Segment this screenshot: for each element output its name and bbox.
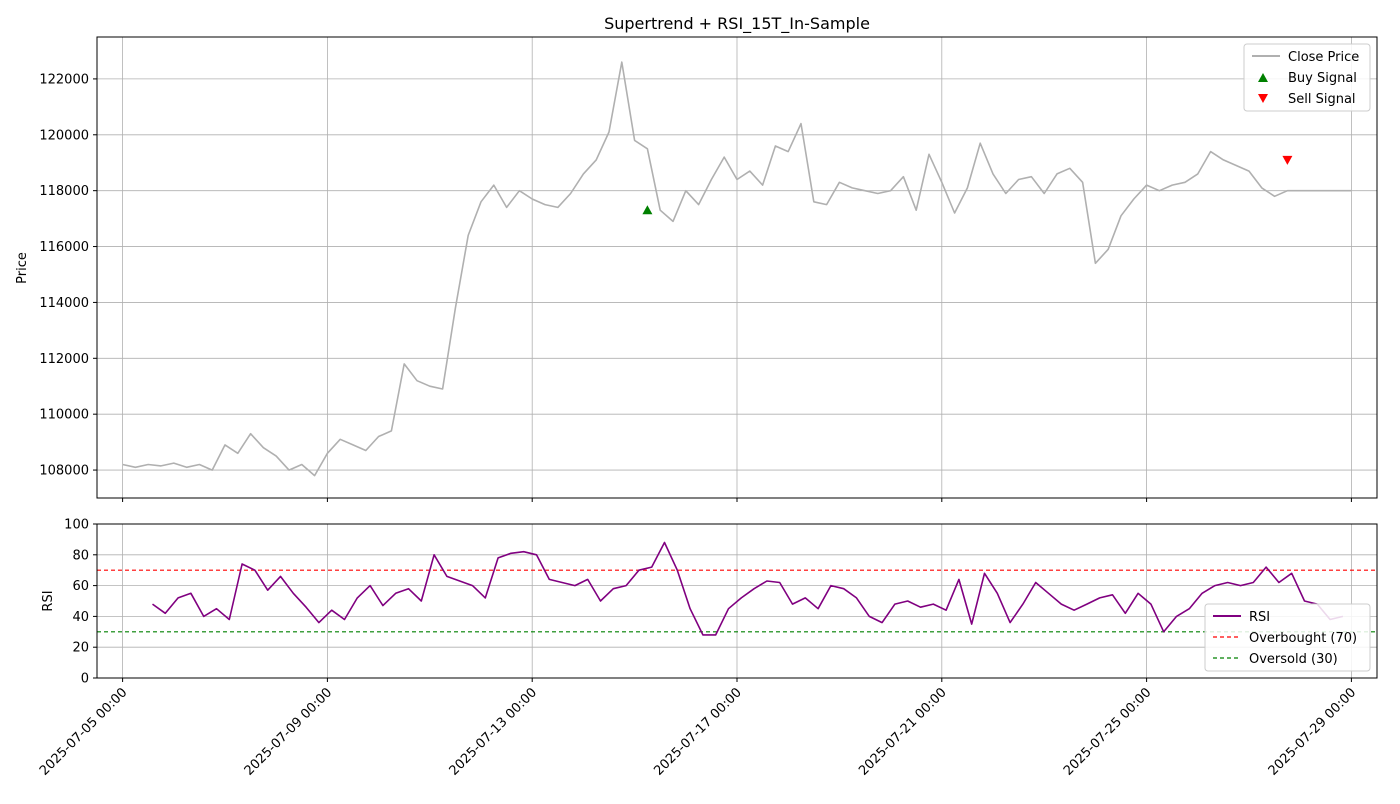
price-ytick-label: 112000 — [39, 352, 89, 367]
legend-overbought-label: Overbought (70) — [1249, 631, 1357, 646]
rsi-xtick-label: 2025-07-17 00:00 — [651, 685, 744, 778]
price-panel: 108000 110000 112000 114000 116000 118000 1200… — [15, 36, 1378, 502]
rsi-xtick-label: 2025-07-25 00:00 — [1061, 685, 1154, 778]
rsi-panel: 0 20 40 60 80 100 2025-07-05 00:00 2025-07-09 … — [37, 518, 1378, 779]
price-ytick-label: 120000 — [39, 128, 89, 143]
legend-oversold-label: Oversold (30) — [1249, 652, 1338, 667]
price-ytick-label: 116000 — [39, 240, 89, 255]
rsi-ytick-label: 0 — [81, 672, 89, 687]
rsi-ytick-label: 20 — [72, 641, 89, 656]
rsi-xtick-label: 2025-07-21 00:00 — [856, 685, 949, 778]
legend-sell-signal-label: Sell Signal — [1288, 92, 1356, 107]
price-ytick-label: 114000 — [39, 296, 89, 311]
price-series — [122, 61, 1352, 477]
rsi-xtick-label: 2025-07-05 00:00 — [37, 685, 130, 778]
rsi-legend: RSI Overbought (70) Oversold (30) — [1204, 603, 1371, 672]
rsi-legend-box — [1204, 603, 1371, 672]
price-yticks: 108000 110000 112000 114000 116000 118000 1200… — [39, 72, 97, 479]
rsi-ytick-label: 80 — [72, 548, 89, 563]
price-grid — [97, 37, 1377, 498]
price-markers — [642, 155, 1293, 215]
legend-close-price-label: Close Price — [1288, 50, 1359, 65]
rsi-yticks: 0 20 40 60 80 100 — [64, 518, 97, 687]
rsi-line — [152, 541, 1344, 636]
rsi-ytick-label: 100 — [64, 518, 89, 533]
legend-sell-signal-marker — [1258, 94, 1268, 103]
rsi-xtick-label: 2025-07-09 00:00 — [242, 685, 335, 778]
legend-buy-signal-marker — [1258, 73, 1268, 82]
rsi-xtick-label: 2025-07-13 00:00 — [447, 685, 540, 778]
rsi-xtick-label: 2025-07-29 00:00 — [1266, 685, 1359, 778]
rsi-ytick-label: 40 — [72, 610, 89, 625]
price-ytick-label: 118000 — [39, 184, 89, 199]
rsi-xticks: 2025-07-05 00:00 2025-07-09 00:00 2025-07-… — [37, 678, 1359, 779]
price-legend-box — [1243, 43, 1371, 112]
price-ylabel: Price — [15, 252, 30, 284]
close-price-line — [122, 61, 1352, 477]
price-ytick-label: 110000 — [39, 408, 89, 423]
chart-title: Supertrend + RSI_15T_In-Sample — [604, 14, 870, 34]
price-ytick-label: 108000 — [39, 464, 89, 479]
price-ytick-label: 122000 — [39, 72, 89, 87]
rsi-series — [152, 541, 1344, 636]
legend-rsi-label: RSI — [1249, 610, 1270, 625]
price-xticks — [122, 498, 1352, 502]
price-legend: Close Price Buy Signal Sell Signal — [1243, 43, 1371, 112]
legend-buy-signal-label: Buy Signal — [1288, 71, 1357, 86]
rsi-ytick-label: 60 — [72, 579, 89, 594]
rsi-ylabel: RSI — [41, 590, 56, 611]
sell-signal-marker — [1282, 155, 1293, 165]
buy-signal-marker — [642, 205, 653, 215]
